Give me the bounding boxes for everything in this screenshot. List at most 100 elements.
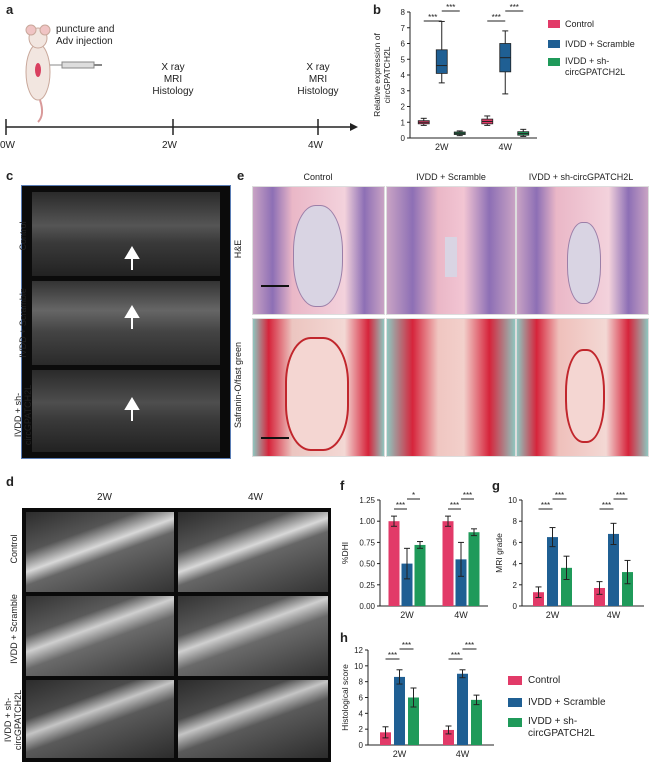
timeline-tick-2w: 2W — [162, 140, 177, 151]
panel-label-d: d — [6, 474, 14, 489]
y-tick-label: 1.00 — [359, 517, 375, 526]
legend-item: IVDD + Scramble — [548, 36, 648, 52]
histo-he-scramble — [386, 186, 516, 315]
sig-label: *** — [463, 491, 472, 500]
legend-item: IVDD + sh-circGPATCH2L — [508, 716, 648, 740]
sig-label: * — [412, 491, 415, 500]
mri-row-sh: IVDD + sh-circGPATCH2L — [3, 689, 23, 751]
chart-h: 0 2 4 6 8 10 12 Histological score 2W 4W *** *** ***… — [340, 641, 494, 759]
histo-col-control: Control — [303, 172, 333, 182]
xray-image-control — [32, 192, 220, 276]
mri-image — [26, 596, 174, 676]
y-tick-label: 6 — [401, 40, 406, 49]
bar — [457, 673, 468, 745]
chart-g: 0 2 4 6 8 10 MRI grade 2W 4W *** *** *** *** — [494, 491, 644, 620]
y-tick-label: 1.25 — [359, 496, 375, 505]
legend-label: IVDD + Scramble — [565, 39, 635, 49]
bar — [561, 567, 572, 606]
y-tick-label: 8 — [359, 678, 364, 687]
bar — [442, 521, 454, 606]
panel-label-g: g — [492, 478, 500, 493]
sig-label: *** — [450, 501, 459, 510]
legend-label: IVDD + sh-circGPATCH2L — [528, 716, 595, 739]
mri-image — [178, 596, 328, 676]
y-axis-label: circGPATCH2L — [382, 46, 392, 103]
y-tick-label: 2 — [359, 725, 364, 734]
mri-image — [178, 512, 328, 592]
y-tick-label: 7 — [401, 24, 406, 33]
bar — [408, 697, 419, 745]
mri-row-scramble: IVDD + Scramble — [9, 594, 19, 664]
y-tick-label: 2 — [513, 581, 518, 590]
xray-arrows — [124, 246, 140, 421]
x-tick-label: 2W — [435, 142, 449, 152]
sig-label: *** — [451, 651, 460, 660]
y-tick-label: 2 — [401, 103, 406, 112]
mri-col-2w: 2W — [97, 492, 112, 503]
y-tick-label: 0.75 — [359, 538, 375, 547]
legend-item: Control — [548, 16, 648, 32]
legend-label: Control — [565, 19, 595, 29]
xray-row-scramble: IVDD + Scramble — [18, 288, 28, 358]
legend-label: IVDD + sh-circGPATCH2L — [565, 56, 626, 77]
timeline-tick-4w: 4W — [308, 140, 323, 151]
legend-item: IVDD + sh-circGPATCH2L — [548, 56, 648, 78]
bar — [394, 676, 405, 745]
sig-label: *** — [616, 491, 625, 500]
panel-label-b: b — [373, 2, 381, 17]
timeline-step2: X ray MRI Histology — [152, 62, 194, 97]
box — [435, 49, 448, 74]
x-tick-label: 4W — [607, 610, 621, 620]
sig-label: *** — [402, 641, 411, 650]
sig-label: *** — [555, 491, 564, 500]
timeline-step1: puncture and Adv injection — [56, 24, 115, 47]
histo-col-sh: IVDD + sh-circGPATCH2L — [528, 172, 634, 182]
y-axis-label: %DHI — [340, 542, 350, 564]
y-tick-label: 0 — [359, 741, 364, 750]
mri-frame — [22, 508, 331, 762]
bar — [594, 587, 605, 606]
x-tick-label: 2W — [393, 749, 407, 759]
legend-top: Control IVDD + Scramble IVDD + sh-circGP… — [548, 16, 648, 78]
y-tick-label: 4 — [513, 560, 518, 569]
y-tick-label: 8 — [401, 8, 406, 17]
y-tick-label: 3 — [401, 87, 406, 96]
x-tick-label: 4W — [456, 749, 470, 759]
legend-swatch — [508, 718, 522, 727]
x-tick-label: 4W — [454, 610, 468, 620]
y-tick-label: 4 — [359, 709, 364, 718]
y-tick-label: 6 — [359, 694, 364, 703]
timeline-diagram — [5, 24, 358, 135]
xray-row-control: Control — [18, 221, 28, 251]
mri-image — [178, 680, 328, 758]
histo-so-control — [252, 318, 385, 457]
mri-image — [26, 512, 174, 592]
y-tick-label: 10 — [354, 662, 363, 671]
y-tick-label: 4 — [401, 71, 406, 80]
y-tick-label: 10 — [508, 496, 517, 505]
y-tick-label: 1 — [401, 118, 406, 127]
xray-image-scramble — [32, 281, 220, 365]
bar — [547, 537, 558, 606]
y-tick-label: 0.50 — [359, 560, 375, 569]
panel-label-h: h — [340, 630, 348, 645]
histo-row-he: H&E — [233, 239, 243, 259]
y-tick-label: 0.25 — [359, 581, 375, 590]
bar — [471, 699, 482, 745]
bar — [380, 732, 391, 745]
chart-b: 0 1 2 3 4 5 6 7 8 Relative expression of circGPATC… — [372, 3, 537, 152]
mri-col-4w: 4W — [248, 492, 263, 503]
legend-item: Control — [508, 672, 648, 688]
legend-swatch — [508, 697, 522, 707]
legend-swatch — [548, 58, 560, 66]
bar — [401, 563, 413, 606]
sig-label: *** — [388, 651, 397, 660]
x-tick-label: 2W — [546, 610, 560, 620]
bar — [533, 592, 544, 606]
panel-label-f: f — [340, 478, 345, 493]
y-tick-label: 0 — [401, 134, 406, 143]
histo-col-scramble: IVDD + Scramble — [416, 172, 486, 182]
sig-label: *** — [396, 501, 405, 510]
y-tick-label: 5 — [401, 55, 406, 64]
